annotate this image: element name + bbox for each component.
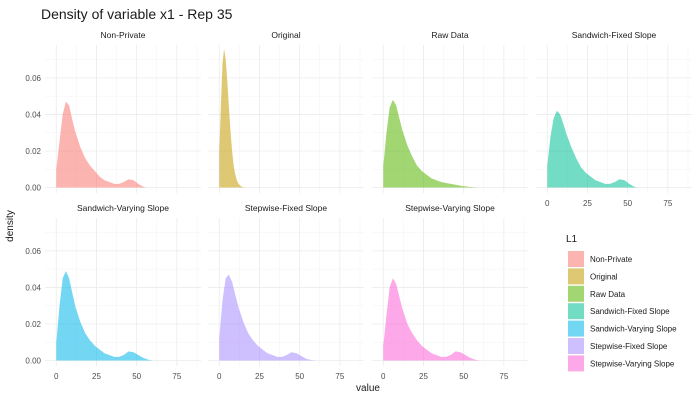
x-tick-label: 75 [499,372,508,381]
legend-label: Stepwise-Varying Slope [590,359,675,368]
density-area [383,278,480,361]
x-tick-label: 25 [583,199,592,208]
density-area [547,110,638,188]
legend-label: Sandwich-Varying Slope [590,325,677,334]
facet-panel: Sandwich-Varying Slope 0.00 0.02 0.04 0.06 0 2… [25,203,201,381]
facet-strip-label: Sandwich-Varying Slope [77,203,169,213]
y-tick-label: 0.02 [25,320,41,329]
x-tick-label: 0 [545,199,550,208]
y-tick-label: 0.06 [25,74,41,83]
legend-key [568,268,584,285]
legend-title: L1 [566,234,578,245]
legend-key [568,338,584,354]
facet-panel: Original [208,30,364,193]
x-tick-label: 0 [217,372,222,381]
facet-panel: Raw Data [372,30,528,193]
y-tick-label: 0.06 [25,247,41,256]
facet-strip-label: Stepwise-Fixed Slope [245,203,327,213]
x-tick-label: 50 [132,372,141,381]
x-tick-label: 50 [295,372,304,381]
legend-label: Stepwise-Fixed Slope [590,342,668,351]
x-tick-label: 25 [419,372,428,381]
chart-title: Density of variable x1 - Rep 35 [41,6,233,22]
legend-key [568,303,584,320]
facet-panel: Non-Private 0.00 0.02 0.04 0.06 [25,30,201,193]
facet-panels: Non-Private 0.00 0.02 0.04 0.06 Original Raw D… [25,30,692,381]
legend-label: Original [590,272,618,281]
legend: L1 Non-Private Original Raw Data Sandwich-F… [566,234,677,372]
density-area [219,274,316,361]
x-tick-label: 0 [54,372,59,381]
legend-key [568,320,584,337]
facet-panel: Stepwise-Varying Slope 0 25 50 75 [372,203,528,381]
y-tick-label: 0.00 [25,184,41,193]
x-axis-title: value [356,383,380,394]
density-area [56,271,153,361]
x-tick-label: 75 [172,372,181,381]
x-tick-label: 25 [92,372,101,381]
legend-label: Sandwich-Fixed Slope [590,307,670,316]
facet-strip-label: Original [271,30,300,40]
facet-strip-label: Sandwich-Fixed Slope [572,30,657,40]
legend-key [568,251,584,267]
facet-strip-label: Stepwise-Varying Slope [405,203,495,213]
y-axis-title: density [5,210,16,242]
legend-key [568,355,584,372]
x-tick-label: 0 [381,372,386,381]
density-area [56,101,147,188]
x-tick-label: 50 [459,372,468,381]
y-tick-label: 0.02 [25,147,41,156]
legend-label: Raw Data [590,290,626,299]
density-area [383,99,480,188]
x-tick-label: 75 [335,372,344,381]
facet-strip-label: Non-Private [101,30,146,40]
legend-label: Non-Private [590,255,633,264]
y-tick-label: 0.00 [25,357,41,366]
density-area [219,48,245,188]
facet-strip-label: Raw Data [431,30,469,40]
facet-panel: Sandwich-Fixed Slope 0 25 50 75 [536,30,692,208]
x-tick-label: 75 [663,199,672,208]
y-tick-label: 0.04 [25,283,41,292]
facet-panel: Stepwise-Fixed Slope 0 25 50 75 [208,203,364,381]
legend-key [568,285,584,302]
y-tick-label: 0.04 [25,110,41,119]
x-tick-label: 25 [255,372,264,381]
x-tick-label: 50 [623,199,632,208]
